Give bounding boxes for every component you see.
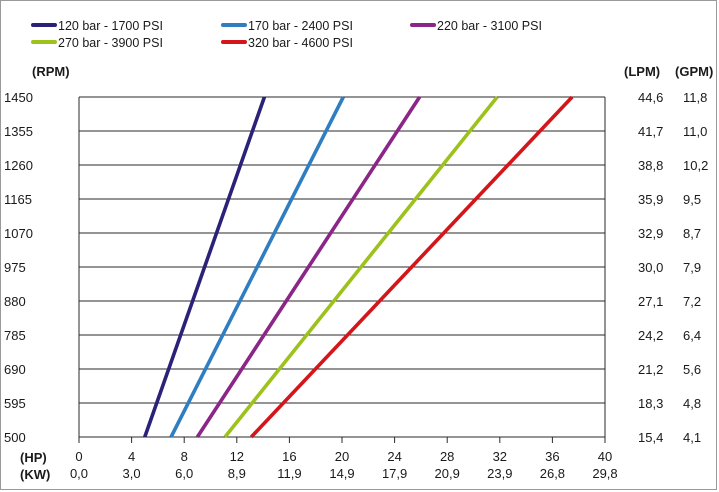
kw-tick-label: 8,9 [228,466,246,481]
gpm-tick-label: 8,7 [683,226,701,241]
lpm-tick-label: 21,2 [638,362,663,377]
lpm-tick-label: 30,0 [638,260,663,275]
kw-tick-label: 14,9 [329,466,354,481]
hp-tick-label: 32 [493,449,507,464]
legend-label: 170 bar - 2400 PSI [248,19,353,33]
series-line-3 [195,96,422,438]
hp-tick-label: 28 [440,449,454,464]
power-tick-labels: 0 0,0 4 3,0 8 6,0 12 8,9 16 11,9 20 14,9 24 17,9 28 20,… [70,437,618,481]
hp-tick-label: 4 [128,449,135,464]
rpm-tick-label: 1450 [4,90,33,105]
legend: 120 bar - 1700 PSI 170 bar - 2400 PSI 220 … [31,19,542,50]
series-line-2 [169,96,345,438]
rpm-tick-label: 975 [4,260,26,275]
gpm-tick-label: 4,8 [683,396,701,411]
hp-tick-label: 12 [230,449,244,464]
rpm-tick-label: 1260 [4,158,33,173]
rpm-tick-label: 1165 [4,192,32,207]
gpm-tick-label: 5,6 [683,362,701,377]
kw-tick-label: 6,0 [175,466,193,481]
rpm-tick-label: 595 [4,396,26,411]
kw-tick-label: 20,9 [435,466,460,481]
kw-tick-label: 11,9 [277,466,301,481]
gpm-tick-label: 6,4 [683,328,701,343]
gpm-tick-label: 7,9 [683,260,701,275]
gpm-tick-label: 4,1 [683,430,701,445]
hp-tick-label: 40 [598,449,612,464]
rpm-tick-label: 880 [4,294,26,309]
hp-tick-label: 20 [335,449,349,464]
legend-label: 270 bar - 3900 PSI [58,36,163,50]
legend-label: 120 bar - 1700 PSI [58,19,163,33]
rpm-tick-label: 785 [4,328,26,343]
kw-tick-label: 29,8 [592,466,617,481]
kw-tick-label: 26,8 [540,466,565,481]
gpm-tick-label: 9,5 [683,192,701,207]
gpm-tick-label: 11,8 [683,90,707,105]
lpm-tick-label: 18,3 [638,396,663,411]
lpm-tick-label: 44,6 [638,90,663,105]
series-line-4 [223,95,499,439]
series-lines [143,95,574,439]
kw-tick-label: 23,9 [487,466,512,481]
hp-axis-unit: (HP) [20,450,47,465]
lpm-tick-label: 32,9 [638,226,663,241]
rpm-tick-label: 1355 [4,124,33,139]
series-line-5 [249,95,574,439]
rpm-tick-label: 690 [4,362,26,377]
kw-tick-label: 3,0 [123,466,141,481]
hp-tick-label: 8 [181,449,188,464]
rpm-tick-labels: 500 595 690 785 880 975 1070 1165 1260 1355 1450 [4,90,33,445]
lpm-tick-label: 35,9 [638,192,663,207]
kw-axis-unit: (KW) [20,467,50,482]
lpm-tick-label: 27,1 [638,294,663,309]
hp-tick-label: 36 [545,449,559,464]
legend-label: 220 bar - 3100 PSI [437,19,542,33]
hp-tick-label: 24 [387,449,401,464]
rpm-tick-label: 1070 [4,226,33,241]
hp-tick-label: 0 [75,449,82,464]
gpm-axis-unit: (GPM) [675,64,713,79]
legend-label: 320 bar - 4600 PSI [248,36,353,50]
flow-tick-labels: 15,4 4,1 18,3 4,8 21,2 5,6 24,2 6,4 27,1 7,2 30,0 7… [638,90,708,445]
lpm-tick-label: 15,4 [638,430,663,445]
hp-tick-label: 16 [282,449,296,464]
gpm-tick-label: 7,2 [683,294,701,309]
series-line-1 [143,96,267,438]
lpm-tick-label: 24,2 [638,328,663,343]
grid-lines [78,96,606,438]
lpm-tick-label: 41,7 [638,124,663,139]
lpm-tick-label: 38,8 [638,158,663,173]
gpm-tick-label: 11,0 [683,124,707,139]
rpm-axis-unit: (RPM) [32,64,70,79]
kw-tick-label: 0,0 [70,466,88,481]
gpm-tick-label: 10,2 [683,158,708,173]
kw-tick-label: 17,9 [382,466,407,481]
lpm-axis-unit: (LPM) [624,64,660,79]
rpm-tick-label: 500 [4,430,26,445]
